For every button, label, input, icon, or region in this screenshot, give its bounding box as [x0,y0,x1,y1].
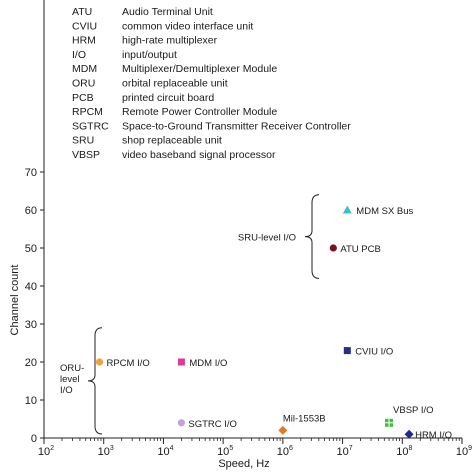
glossary-abbr: HRM [72,35,96,47]
y-tick-label: 30 [25,319,37,331]
y-tick-label: 50 [25,243,37,255]
x-tick-exponent: 3 [110,445,114,452]
x-tick-exponent: 6 [289,445,293,452]
y-tick-label: 40 [25,281,37,293]
glossary-abbr: PCB [72,92,94,104]
oru-group-label: I/O [60,385,73,396]
glossary-meaning: orbital replaceable unit [122,78,228,90]
y-tick-label: 0 [31,433,37,445]
glossary-abbr: SGTRC [72,120,109,132]
y-tick-label: 70 [25,167,37,179]
x-tick-exponent: 8 [408,445,412,452]
x-tick-exponent: 4 [170,445,174,452]
glossary-abbr: RPCM [72,106,103,118]
x-tick-label: 104 [157,445,173,458]
x-tick-base: 10 [217,446,229,458]
x-tick-base: 10 [157,446,169,458]
oru-bracket [87,327,103,435]
point-label: VBSP I/O [393,405,433,416]
glossary-abbr: ORU [72,78,95,90]
glossary-abbr: SRU [72,135,94,147]
x-tick-exponent: 9 [468,445,472,452]
glossary-list: ATU Audio Terminal Unit CVIU common video i… [72,6,351,161]
glossary-meaning: Space-to-Ground Transmitter Receiver Con… [122,120,351,132]
x-tick-label: 102 [38,445,54,458]
glossary-abbr: ATU [72,6,92,18]
x-tick-label: 105 [217,445,233,458]
glossary-abbr: I/O [72,49,86,61]
y-tick-label: 60 [25,205,37,217]
x-tick-label: 103 [98,445,114,458]
glossary-meaning: high-rate multiplexer [122,35,218,47]
point-label: MDM I/O [189,358,227,369]
mdm-sx-bus-marker [342,205,352,214]
glossary-meaning: video baseband signal processor [122,149,276,161]
point-label: CVIU I/O [355,347,393,358]
sru-group-label: SRU-level I/O [238,233,296,244]
cviu-i-o-marker [343,347,351,355]
y-axis-label: Channel count [9,265,21,336]
x-axis-label: Speed, Hz [218,458,269,470]
glossary-meaning: input/output [122,49,177,61]
x-tick-exponent: 7 [349,445,353,452]
point-label: Mil-1553B [283,413,326,424]
glossary-abbr: MDM [72,63,97,75]
data-points: MDM SX Bus ATU PCB CVIU I/O RPCM I/O MDM I/O… [95,205,452,441]
oru-group-label: level [60,374,80,385]
x-tick-base: 10 [336,446,348,458]
glossary-meaning: shop replaceable unit [122,135,222,147]
hrm-i-o-marker [404,429,414,439]
glossary-meaning: common video interface unit [122,20,253,32]
x-tick-exponent: 5 [229,445,233,452]
point-label: SGTRC I/O [188,419,237,430]
x-ticks: 102 103 104 105 106 107 108 109 [38,438,472,458]
x-tick-base: 10 [38,446,50,458]
point-label: RPCM I/O [106,358,149,369]
glossary-meaning: Multiplexer/Demultiplexer Module [122,63,277,75]
y-tick-label: 10 [25,395,37,407]
point-label: MDM SX Bus [356,206,413,217]
mil-1553b-marker [278,425,288,435]
chart-axes [43,0,462,439]
glossary-abbr: VBSP [72,149,100,161]
x-tick-label: 106 [277,445,293,458]
x-tick-label: 108 [396,445,412,458]
glossary-meaning: Remote Power Controller Module [122,106,277,118]
mdm-i-o-marker [177,358,185,366]
point-label: ATU PCB [340,244,380,255]
point-label: HRM I/O [415,430,452,441]
rpcm-i-o-marker [95,358,104,366]
x-tick-base: 10 [456,446,468,458]
x-tick-exponent: 2 [50,445,54,452]
y-tick-label: 20 [25,357,37,369]
oru-group-label: ORU- [60,363,84,374]
glossary-meaning: Audio Terminal Unit [122,6,213,18]
vbsp-i-o-marker [385,418,394,427]
x-tick-label: 109 [456,445,472,458]
sru-bracket [304,194,320,279]
glossary-meaning: printed circuit board [122,92,214,104]
y-ticks: 0 10 20 30 40 50 60 70 [25,167,44,445]
sgtrc-i-o-marker [177,419,186,427]
x-tick-base: 10 [98,446,110,458]
x-tick-base: 10 [277,446,289,458]
glossary-abbr: CVIU [72,20,97,32]
atu-pcb-marker [329,244,337,252]
x-tick-base: 10 [396,446,408,458]
x-tick-label: 107 [336,445,352,458]
